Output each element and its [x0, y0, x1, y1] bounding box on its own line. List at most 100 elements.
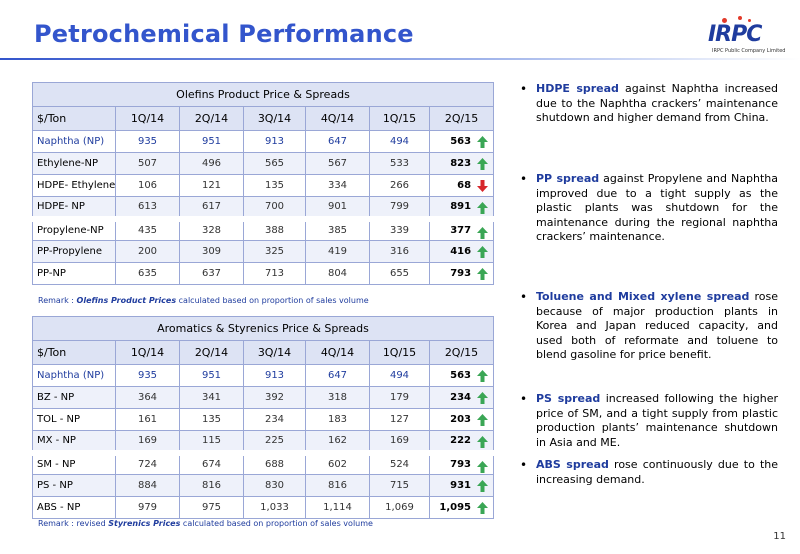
cell-value: 169 — [137, 434, 158, 446]
latest-value-cell: 563 — [428, 130, 495, 153]
cell-value: 135 — [264, 180, 285, 191]
value-cell: 339 — [369, 218, 430, 241]
up-arrow-icon — [477, 158, 489, 170]
table-row: PS - NP 884 816 830 816 715 931 — [32, 474, 495, 497]
cell-value: 183 — [327, 414, 348, 425]
value-cell: 830 — [243, 474, 306, 497]
cell-value: 318 — [327, 392, 348, 403]
latest-value-cell: 377 — [428, 218, 495, 241]
value-cell: 309 — [179, 240, 244, 263]
up-arrow-icon — [477, 436, 489, 448]
cell-value: 567 — [327, 158, 348, 169]
cell-value: 419 — [327, 246, 348, 257]
value-cell: 637 — [179, 262, 244, 285]
cell-value: 647 — [327, 370, 348, 381]
table-row: Ethylene-NP 507 496 565 567 533 823 — [32, 152, 495, 175]
logo-subtitle: IRPC Public Company Limited — [712, 48, 786, 54]
column-header: 2Q/14 — [179, 340, 244, 365]
bullet-dot: • — [520, 392, 528, 406]
value-cell: 200 — [115, 240, 180, 263]
table-row: TOL - NP 161 135 234 183 127 203 — [32, 408, 495, 431]
value-cell: 935 — [115, 130, 180, 153]
logo-dot — [748, 19, 751, 22]
remark-prefix: Remark : — [38, 296, 77, 305]
value-cell: 266 — [369, 174, 430, 197]
row-label: HDPE- NP — [32, 196, 116, 219]
value-cell: 674 — [179, 452, 244, 475]
cell-value: 388 — [264, 225, 285, 237]
latest-value-cell: 793 — [428, 262, 495, 285]
value-cell: 507 — [115, 152, 180, 175]
cell-value: 161 — [137, 414, 158, 425]
cell-value: 951 — [201, 370, 222, 381]
cell-value: 127 — [389, 414, 410, 425]
value-cell: 135 — [179, 408, 244, 431]
aromatics-remark: Remark : revised Styrenics Prices calcul… — [38, 519, 373, 528]
cell-value: 121 — [201, 180, 222, 191]
cell-value: 496 — [201, 158, 222, 169]
cell-value: 688 — [264, 459, 285, 471]
column-header: 2Q/15 — [428, 106, 495, 131]
row-label: Naphtha (NP) — [32, 130, 116, 153]
cell-value: 385 — [327, 225, 348, 237]
remark-suffix: calculated based on proportion of sales … — [180, 519, 373, 528]
bullet-dot: • — [520, 172, 528, 186]
value-cell: 161 — [115, 408, 180, 431]
cell-value: 377 — [450, 225, 472, 237]
bullet-ps: • PS spread increased following the high… — [520, 392, 778, 450]
cell-value: 222 — [450, 434, 472, 446]
row-label: MX - NP — [32, 430, 116, 453]
cell-value: 1,069 — [385, 502, 414, 513]
value-cell: 494 — [369, 130, 430, 153]
cell-value: 563 — [450, 370, 472, 381]
bullet-text: rose continuously due to the increasing … — [536, 458, 778, 486]
value-cell: 121 — [179, 174, 244, 197]
cell-value: 793 — [450, 268, 472, 279]
cell-value: 830 — [264, 480, 285, 491]
value-cell: 388 — [243, 218, 306, 241]
cell-value: 179 — [389, 392, 410, 403]
value-cell: 975 — [179, 496, 244, 519]
cell-value: 106 — [137, 180, 158, 191]
bullet-keyword: PP spread — [536, 172, 600, 185]
cell-value: 975 — [201, 502, 222, 513]
cell-value: 328 — [201, 225, 222, 237]
latest-value-cell: 234 — [428, 386, 495, 409]
cell-value: 1,114 — [323, 502, 352, 513]
cell-value: 563 — [450, 136, 472, 147]
value-cell: 334 — [305, 174, 370, 197]
bullet-text: against Naphtha increased due to the Nap… — [536, 82, 778, 124]
cell-value: 325 — [264, 246, 285, 257]
up-arrow-icon — [477, 480, 489, 492]
value-cell: 724 — [115, 452, 180, 475]
cell-value: 334 — [327, 180, 348, 191]
title-divider — [0, 58, 800, 60]
value-cell: 713 — [243, 262, 306, 285]
value-cell: 385 — [305, 218, 370, 241]
value-cell: 179 — [369, 386, 430, 409]
cell-value: 200 — [137, 246, 158, 257]
column-header: 3Q/14 — [243, 340, 306, 365]
remark-emphasis: Olefins Product Prices — [76, 296, 177, 305]
bullet-text: rose because of major production plants … — [536, 290, 778, 361]
value-cell: 1,114 — [305, 496, 370, 519]
value-cell: 979 — [115, 496, 180, 519]
table-row: HDPE- NP 613 617 700 901 799 891 — [32, 196, 495, 219]
cell-value: 951 — [201, 136, 222, 147]
table-row: SM - NP 724 674 688 602 524 793 — [32, 452, 495, 475]
table-row: Propylene-NP 435 328 388 385 339 377 — [32, 218, 495, 241]
latest-value-cell: 891 — [428, 196, 495, 219]
value-cell: 647 — [305, 364, 370, 387]
column-header: 4Q/14 — [305, 340, 370, 365]
cell-value: 647 — [327, 136, 348, 147]
page-title: Petrochemical Performance — [34, 20, 414, 48]
row-label: TOL - NP — [32, 408, 116, 431]
bullet-keyword: Toluene and Mixed xylene spread — [536, 290, 750, 303]
latest-value-cell: 793 — [428, 452, 495, 475]
value-cell: 341 — [179, 386, 244, 409]
table-caption: Olefins Product Price & Spreads — [31, 82, 495, 107]
cell-value: 234 — [264, 414, 285, 425]
table-row: ABS - NP 979 975 1,033 1,114 1,069 1,095 — [32, 496, 495, 519]
value-cell: 364 — [115, 386, 180, 409]
page-number: 11 — [773, 531, 786, 542]
